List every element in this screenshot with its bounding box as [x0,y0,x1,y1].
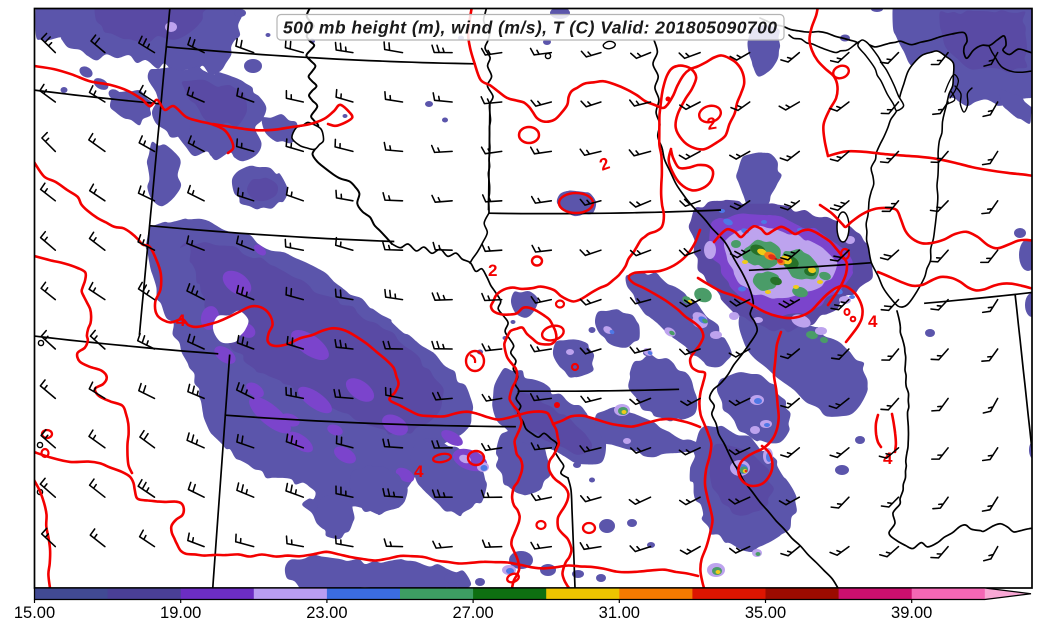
svg-text:27.00: 27.00 [452,604,493,622]
svg-text:4: 4 [883,449,893,468]
svg-text:19.00: 19.00 [160,604,201,622]
svg-text:500 mb height (m), wind (m/s),: 500 mb height (m), wind (m/s), T (C) Val… [283,18,777,38]
svg-text:23.00: 23.00 [306,604,347,622]
svg-text:35.00: 35.00 [745,604,786,622]
svg-text:2: 2 [705,114,718,134]
svg-text:4: 4 [176,311,186,330]
svg-text:2: 2 [488,261,497,280]
svg-text:31.00: 31.00 [599,604,640,622]
svg-text:15.00: 15.00 [14,604,55,622]
svg-text:39.00: 39.00 [891,604,932,622]
svg-text:4: 4 [414,462,424,481]
svg-text:4: 4 [868,312,878,331]
